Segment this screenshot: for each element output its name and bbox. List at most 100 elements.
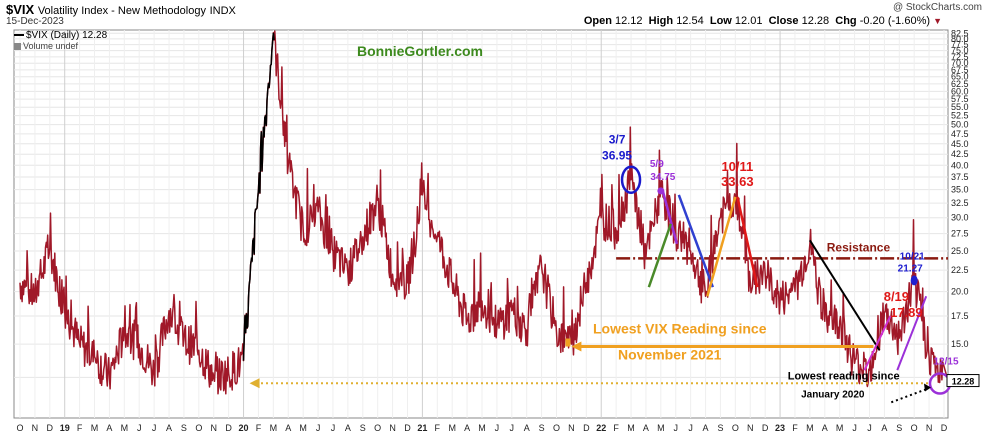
y-tick-label: 45.0 — [951, 139, 969, 149]
x-tick-label: A — [166, 423, 172, 433]
x-tick-label: N — [389, 423, 396, 433]
annotation-8-19-date: 8/19 — [884, 289, 909, 304]
x-tick-label: S — [360, 423, 366, 433]
y-tick-label: 37.5 — [951, 172, 969, 182]
close-value: 12.28 — [801, 15, 830, 27]
volume-bars-icon — [14, 43, 21, 51]
x-tick-label: D — [225, 423, 232, 433]
y-tick-label: 67.5 — [951, 65, 969, 75]
brand-label: @ StockCharts.com — [892, 2, 982, 13]
x-tick-label: D — [762, 423, 769, 433]
x-tick-label: A — [106, 423, 112, 433]
x-tick-label: J — [688, 423, 693, 433]
vix-line — [19, 30, 949, 395]
x-tick-label: 20 — [239, 423, 249, 433]
y-tick-label: 60.0 — [951, 86, 969, 96]
red-trend-line — [736, 196, 759, 288]
symbol-header: $VIX Volatility Index - New Methodology … — [6, 2, 236, 17]
y-tick-label: 50.0 — [951, 120, 969, 130]
x-tick-label: S — [539, 423, 545, 433]
x-tick-label: D — [583, 423, 590, 433]
x-tick-label: J — [137, 423, 142, 433]
annotation-marks — [249, 165, 980, 404]
x-tick-label: M — [806, 423, 814, 433]
x-tick-label: F — [435, 423, 441, 433]
chg-value: -0.20 (-1.60%) — [859, 15, 931, 27]
y-tick-label: 82.5 — [951, 28, 969, 38]
chart-date: 15-Dec-2023 — [6, 16, 64, 27]
y-tick-label: 80.0 — [951, 34, 969, 44]
x-tick-label: O — [16, 423, 23, 433]
x-tick-label: J — [152, 423, 157, 433]
current-value-box — [946, 374, 980, 388]
magenta-trend-line — [863, 315, 892, 371]
y-tick-label: 27.5 — [951, 229, 969, 239]
annotation-10-11-date: 10/11 — [721, 159, 753, 174]
x-tick-label: M — [657, 423, 665, 433]
x-tick-label: F — [77, 423, 83, 433]
exchange: INDX — [209, 5, 236, 17]
annotation-12-15-label: 12/15 — [933, 357, 958, 368]
annotation-10-21-value: 21.27 — [898, 263, 923, 274]
legend-series-label: $VIX (Daily) 12.28 — [26, 30, 108, 41]
y-tick-label: 55.0 — [951, 102, 969, 112]
peak-dot-10-21 — [910, 275, 918, 286]
x-tick-label: A — [345, 423, 351, 433]
x-tick-label: A — [285, 423, 291, 433]
x-tick-label: J — [331, 423, 336, 433]
x-tick-label: M — [478, 423, 486, 433]
x-tick-label: J — [673, 423, 678, 433]
ohlc-bar: Open 12.12 High 12.54 Low 12.01 Close 12… — [584, 15, 942, 27]
y-tick-label: 20.0 — [951, 287, 969, 297]
annotation-10-11-value: 33.63 — [721, 174, 754, 189]
x-tick-label: M — [836, 423, 844, 433]
x-tick-label: A — [881, 423, 887, 433]
x-tick-label: S — [181, 423, 187, 433]
annotation-8-19-value: 17.89 — [890, 305, 923, 320]
x-tick-label: N — [926, 423, 933, 433]
legend-series: $VIX (Daily) 12.28 — [14, 30, 107, 41]
resistance-label: Resistance — [827, 240, 891, 254]
x-tick-label: O — [911, 423, 918, 433]
peak-dot-5-9 — [657, 187, 665, 195]
vix-line-black-segment — [242, 32, 275, 361]
x-tick-label: M — [627, 423, 635, 433]
x-tick-label: 22 — [596, 423, 606, 433]
y-tick-label: 65.0 — [951, 72, 969, 82]
current-value-label: 12.28 — [952, 377, 975, 387]
x-tick-label: O — [195, 423, 202, 433]
annotation-5-9-date: 5/9 — [650, 159, 664, 170]
x-tick-label: O — [553, 423, 560, 433]
x-tick-label: 21 — [417, 423, 427, 433]
x-tick-label: S — [896, 423, 902, 433]
y-tick-label: 15.0 — [951, 339, 969, 349]
x-tick-label: J — [867, 423, 872, 433]
peak-circle-3-7 — [620, 165, 642, 194]
annotation-10-21-date: 10/21 — [900, 251, 925, 262]
y-tick-label: 47.5 — [951, 129, 969, 139]
x-tick-label: F — [256, 423, 262, 433]
x-tick-label: A — [643, 423, 649, 433]
annotation-3-7-date: 3/7 — [609, 133, 626, 147]
x-axis: O N D 19 F M A M J J A S O N D 20 F M A M J J A S O N D 21 F M A M J J A S O… — [16, 423, 947, 433]
y-tick-label: 72.5 — [951, 52, 969, 62]
x-tick-label: D — [404, 423, 411, 433]
open-label: Open — [583, 15, 612, 27]
high-value: 12.54 — [676, 15, 704, 27]
x-tick-label: A — [464, 423, 470, 433]
annotation-5-9-value: 34.75 — [650, 172, 675, 183]
y-tick-label: 75.0 — [951, 46, 969, 56]
black-dotted-line — [890, 387, 929, 404]
x-tick-label: 19 — [60, 423, 70, 433]
x-tick-label: O — [732, 423, 739, 433]
instrument-name: Volatility Index - New Methodology — [37, 5, 206, 17]
gold-arrow-head — [249, 378, 260, 389]
x-tick-label: N — [568, 423, 575, 433]
x-tick-label: J — [316, 423, 321, 433]
lowest-reading-line2: January 2020 — [801, 389, 865, 400]
y-tick-label: 35.0 — [951, 185, 969, 195]
y-tick-label: 52.5 — [951, 111, 969, 121]
y-tick-label: 22.5 — [951, 265, 969, 275]
x-tick-label: J — [510, 423, 515, 433]
